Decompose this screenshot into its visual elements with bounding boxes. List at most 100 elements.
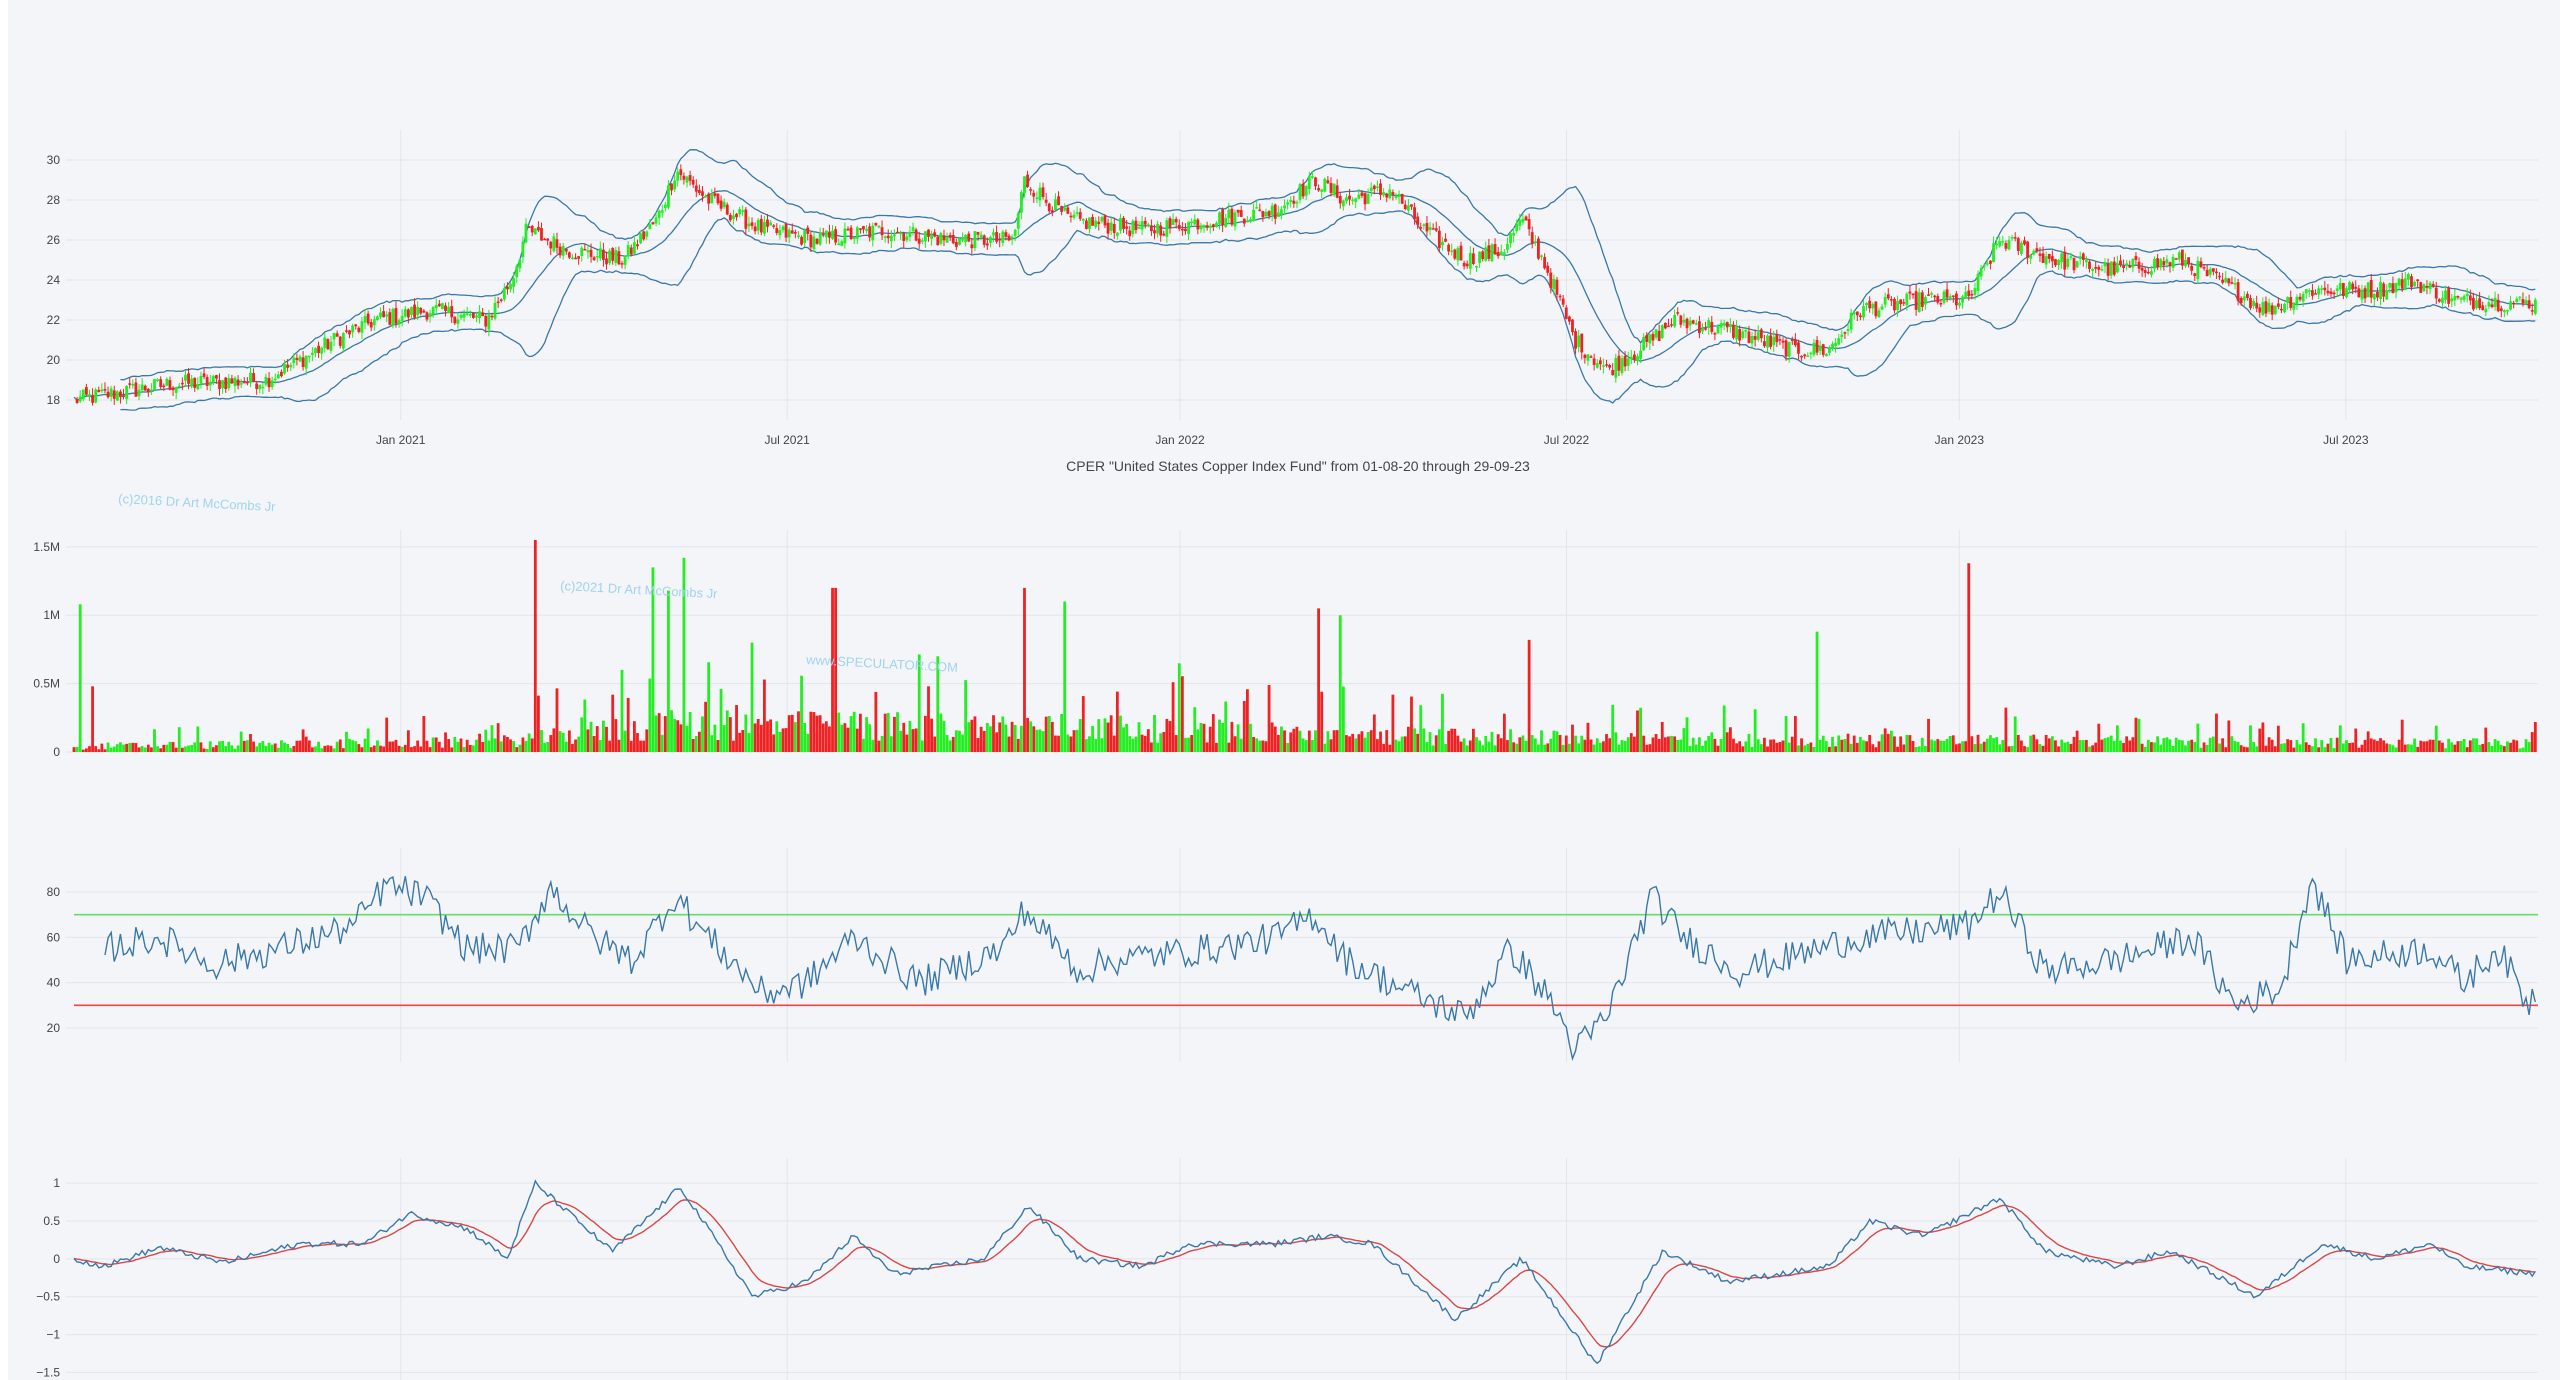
candle-body — [1759, 329, 1763, 339]
volume-bar — [889, 736, 893, 752]
volume-bar — [1193, 707, 1197, 752]
volume-bar — [1459, 741, 1463, 752]
candle-body — [1772, 336, 1776, 346]
candle-body — [1611, 369, 1615, 376]
rsi-line — [104, 875, 2536, 1061]
candle-body — [1106, 222, 1110, 234]
candle-body — [456, 319, 460, 324]
volume-bar — [735, 705, 738, 752]
candle-body — [2462, 296, 2466, 300]
candle-body — [459, 314, 463, 318]
volume-bar — [487, 740, 491, 752]
volume-bar — [877, 740, 881, 752]
volume-bar — [2211, 736, 2215, 752]
macd-y-tick-label: −1 — [46, 1328, 60, 1342]
volume-bar — [589, 721, 593, 752]
volume-bar — [2391, 745, 2395, 752]
volume-bar — [945, 734, 949, 752]
volume-bar — [1679, 739, 1683, 752]
volume-bar — [2115, 725, 2119, 752]
volume-bar — [106, 742, 110, 752]
volume-bar — [958, 730, 961, 752]
candle-body — [725, 204, 729, 215]
volume-bar — [2314, 738, 2317, 752]
volume-bar — [2184, 745, 2187, 752]
volume-bar — [800, 675, 803, 752]
candle-body — [2246, 293, 2249, 299]
candle-body — [1521, 218, 1525, 223]
volume-bar — [1264, 741, 1268, 752]
volume-bar — [970, 719, 974, 752]
candle-body — [1072, 214, 1076, 218]
candle-body — [499, 299, 503, 302]
volume-bar — [1156, 742, 1160, 752]
candle-body — [2484, 308, 2488, 313]
volume-bar — [2100, 739, 2104, 752]
volume-bar — [1979, 743, 1983, 752]
volume-bar — [2103, 738, 2107, 752]
candle-body — [1097, 221, 1101, 225]
volume-bar — [924, 715, 927, 752]
candle-body — [964, 235, 968, 243]
candle-body — [320, 347, 324, 354]
candle-body — [558, 246, 562, 256]
volume-bar — [1806, 743, 1810, 752]
candle-body — [2236, 282, 2240, 301]
candle-body — [91, 394, 94, 403]
volume-bar — [2171, 746, 2175, 752]
volume-bar — [942, 721, 946, 752]
candle-body — [1295, 201, 1299, 204]
volume-bar — [840, 724, 844, 752]
candle-body — [2252, 300, 2255, 306]
candle-body — [1218, 212, 1221, 224]
volume-bar — [267, 742, 271, 752]
volume-bar — [1115, 691, 1119, 752]
candle-body — [1889, 299, 1893, 301]
candle-body — [1670, 324, 1673, 326]
volume-bar — [174, 747, 178, 752]
candle-body — [2050, 256, 2054, 262]
volume-bar — [790, 714, 794, 752]
volume-y-tick-label: 1.5M — [33, 540, 60, 554]
candle-body — [2044, 256, 2048, 265]
volume-bar — [292, 746, 296, 752]
candle-body — [2366, 282, 2370, 298]
volume-bar — [896, 712, 899, 752]
volume-bar — [1521, 735, 1525, 752]
candle-body — [1456, 248, 1460, 261]
candle-body — [945, 237, 949, 243]
candle-body — [2326, 290, 2330, 294]
volume-bar — [1657, 738, 1661, 752]
candle-body — [2490, 304, 2494, 308]
candle-body — [1357, 194, 1361, 199]
candle-body — [1738, 329, 1742, 341]
volume-bar — [2351, 742, 2355, 752]
volume-bar — [1558, 734, 1562, 752]
candle-body — [1115, 232, 1119, 236]
volume-bar — [2456, 741, 2460, 752]
candle-body — [1437, 230, 1441, 248]
candle-body — [276, 374, 280, 379]
volume-bar — [2016, 734, 2020, 752]
volume-bar — [1651, 737, 1655, 752]
volume-bar — [512, 741, 516, 752]
volume-bar — [1456, 735, 1460, 752]
candle-body — [793, 232, 797, 234]
volume-bar — [165, 744, 169, 752]
candle-body — [1193, 219, 1197, 225]
candle-body — [1797, 342, 1800, 354]
volume-bar — [1790, 736, 1794, 752]
volume-bar — [1140, 734, 1144, 752]
volume-bar — [1889, 730, 1893, 752]
volume-bar — [1041, 731, 1045, 752]
candle-body — [2057, 259, 2060, 266]
volume-bar — [1493, 745, 1497, 752]
volume-bar — [2264, 745, 2268, 752]
candle-body — [1252, 209, 1255, 221]
candle-body — [1078, 212, 1082, 219]
volume-bar — [499, 741, 503, 752]
volume-bar — [1933, 740, 1937, 752]
candle-body — [930, 234, 933, 239]
candle-body — [595, 255, 599, 258]
candle-body — [1954, 293, 1958, 306]
